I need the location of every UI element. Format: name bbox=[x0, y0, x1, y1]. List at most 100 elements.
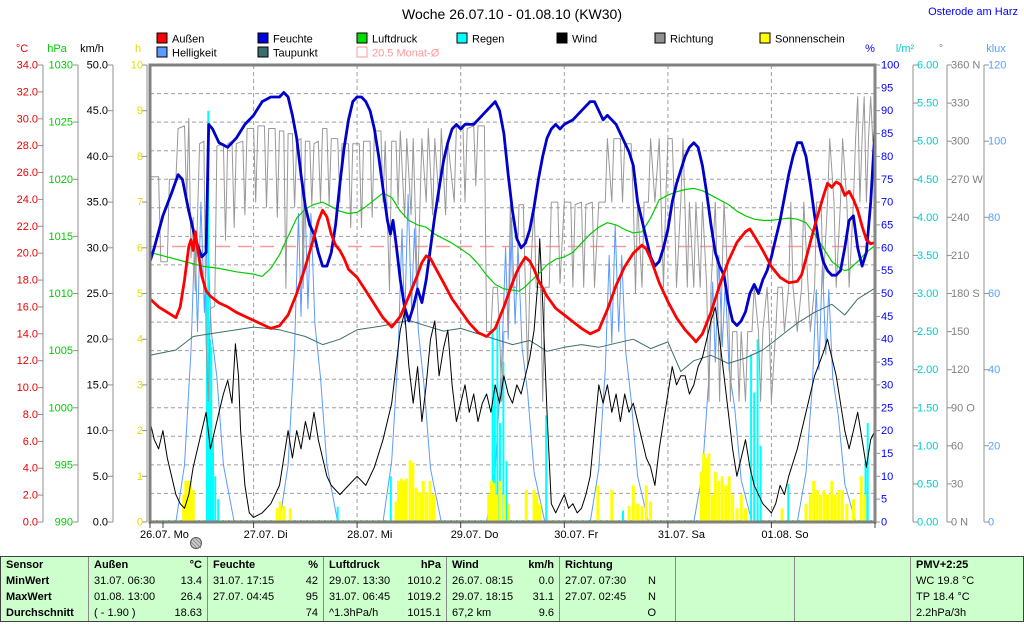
axis-tick-label: 5 bbox=[137, 288, 143, 300]
axis-tick-label: 10 bbox=[881, 471, 893, 483]
table-cell: 27.07. 07:30 N bbox=[560, 573, 676, 589]
axis-tick-label: 32.0 bbox=[17, 86, 38, 98]
table-cell: ^1.3hPa/h 1015.1 bbox=[324, 605, 447, 621]
table-cell bbox=[795, 589, 911, 605]
table-cell: ( - 1.90 ) 18.63 bbox=[89, 605, 208, 621]
axis-tick-label: 75 bbox=[881, 174, 893, 186]
legend-label: Sonnenschein bbox=[775, 34, 845, 46]
table-cell: 67,2 km 9.6 bbox=[447, 605, 560, 621]
table-cell: 2.2hPa/3h bbox=[916, 607, 967, 619]
legend-item-regen: Regen bbox=[456, 32, 504, 46]
axis-tick-label: 34.0 bbox=[17, 60, 38, 72]
axis-tick-label: 20 bbox=[881, 425, 893, 437]
table-corner-cell: Sensor bbox=[1, 557, 89, 573]
series-regen bbox=[206, 110, 869, 522]
sensor-summary-table: Sensor Außen °C Feuchte% Luftdruck hPa Wind km/… bbox=[0, 556, 1024, 622]
table-cell: 31.07. 06:30 13.4 bbox=[89, 573, 208, 589]
legend-swatch-icon bbox=[257, 32, 269, 44]
axis-tick-label: 2.00 bbox=[917, 364, 938, 376]
axis-tick-label: 95 bbox=[881, 82, 893, 94]
axis-tick-label: 360 N bbox=[951, 60, 980, 72]
legend-item-helligkeit: Helligkeit bbox=[156, 46, 217, 60]
axis-tick-label: 35.0 bbox=[87, 197, 108, 209]
axis-tick-label: 4 bbox=[137, 334, 143, 346]
table-cell: TP 18.4 °C bbox=[916, 591, 970, 603]
station-location: Osterode am Harz bbox=[928, 6, 1018, 18]
axis-tick-label: 60 bbox=[951, 440, 963, 452]
axis-tick-label: 3.50 bbox=[917, 250, 938, 262]
axis-tick-label: 60 bbox=[988, 288, 1000, 300]
axis-tick-label: 995 bbox=[55, 459, 73, 471]
axis-tick-label: 0.50 bbox=[917, 478, 938, 490]
axis-tick-label: 300 bbox=[951, 136, 969, 148]
axis-tick-label: 5.50 bbox=[917, 98, 938, 110]
day-label: 30.07. Fr bbox=[554, 529, 598, 541]
axis-tick-label: 0.0 bbox=[23, 517, 38, 529]
axis-tick-label: 80 bbox=[881, 151, 893, 163]
axis-klux: klux 0 20 40 60 80 100 120 bbox=[983, 43, 1006, 529]
axis-hpa: hPa 990 995 1000 1005 1010 1015 1020 1025 1030 bbox=[47, 43, 79, 529]
table-header-cell: Wind km/h bbox=[447, 557, 560, 573]
day-label: 29.07. Do bbox=[451, 529, 499, 541]
table-header-cell bbox=[676, 557, 795, 573]
day-label: 31.07. Sa bbox=[658, 529, 706, 541]
axis-tick-label: 10.0 bbox=[17, 382, 38, 394]
axis-tick-label: 26.0 bbox=[17, 167, 38, 179]
axis-tick-label: 8.0 bbox=[23, 409, 38, 421]
table-header-cell: Außen °C bbox=[89, 557, 208, 573]
axis-tick-label: 3.00 bbox=[917, 288, 938, 300]
axis-unit-label: % bbox=[865, 43, 875, 55]
axis-tick-label: 0 bbox=[881, 517, 887, 529]
day-label: 26.07. Mo bbox=[140, 529, 189, 541]
axis-tick-label: 10.0 bbox=[87, 425, 108, 437]
series-richtung bbox=[150, 96, 875, 402]
axis-tick-label: 40 bbox=[881, 334, 893, 346]
axis-tick-label: 28.0 bbox=[17, 140, 38, 152]
axis-tick-label: 25 bbox=[881, 402, 893, 414]
table-header-cell: Richtung bbox=[560, 557, 676, 573]
axis-tick-label: 4.0 bbox=[23, 463, 38, 475]
axis-tick-label: 2.0 bbox=[23, 490, 38, 502]
axis-tick-label: 80 bbox=[988, 212, 1000, 224]
legend-swatch-icon bbox=[356, 46, 368, 58]
axis-tick-label: 0 N bbox=[951, 517, 968, 529]
axis-tick-label: 1025 bbox=[49, 117, 73, 129]
axis-tick-label: 6.00 bbox=[917, 60, 938, 72]
axis-tick-label: 7 bbox=[137, 197, 143, 209]
series-sonnenschein bbox=[182, 453, 867, 522]
legend-label: 20.5 Monat-Ø bbox=[372, 48, 440, 60]
axis-tick-label: 15.0 bbox=[87, 379, 108, 391]
table-cell bbox=[676, 605, 795, 621]
axis-tick-label: 55 bbox=[881, 265, 893, 277]
axis-tick-label: 0 bbox=[988, 517, 994, 529]
axis-tick-label: 1 bbox=[137, 471, 143, 483]
moon-phase-icon bbox=[190, 537, 203, 550]
axis-tick-label: 120 bbox=[951, 364, 969, 376]
axis-tick-label: 330 bbox=[951, 98, 969, 110]
axis-tick-label: 35 bbox=[881, 357, 893, 369]
axis-tick-label: 14.0 bbox=[17, 328, 38, 340]
legend-item-auen: Außen bbox=[156, 32, 204, 46]
table-header-cell: PMV+2:25 bbox=[916, 559, 969, 571]
axis-tick-label: 22.0 bbox=[17, 221, 38, 233]
axis-tick-label: 1010 bbox=[49, 288, 73, 300]
page-title: Woche 26.07.10 - 01.08.10 (KW30) bbox=[402, 6, 622, 22]
legend-item-taupunkt: Taupunkt bbox=[257, 46, 318, 60]
axis-pct: % 0 5 10 15 20 25 30 35 40 45 50 55 60 65 70 75 80 85 90 95 1… bbox=[865, 43, 899, 529]
table-row-label: Durchschnitt bbox=[1, 605, 89, 621]
table-header-cell: Luftdruck hPa bbox=[324, 557, 447, 573]
table-cell: 26.07. 08:15 0.0 bbox=[447, 573, 560, 589]
axis-tick-label: 20.0 bbox=[17, 248, 38, 260]
axis-tick-label: 40.0 bbox=[87, 151, 108, 163]
series-feuchte bbox=[148, 91, 877, 327]
axis-tick-label: 85 bbox=[881, 128, 893, 140]
series-luftdruck bbox=[149, 187, 876, 292]
axis-sun: h 0 1 2 3 4 5 6 7 8 9 10 bbox=[131, 43, 148, 529]
axis-tick-label: 100 bbox=[881, 60, 899, 72]
x-axis: 26.07. Mo 27.07. Di 28.07. Mi 29.07. Do 30.0… bbox=[140, 522, 876, 541]
legend-swatch-icon bbox=[456, 32, 468, 44]
table-cell: 29.07. 18:15 31.1 bbox=[447, 589, 560, 605]
legend-label: Taupunkt bbox=[273, 48, 318, 60]
table-cell bbox=[676, 573, 795, 589]
axis-tick-label: 30.0 bbox=[17, 113, 38, 125]
